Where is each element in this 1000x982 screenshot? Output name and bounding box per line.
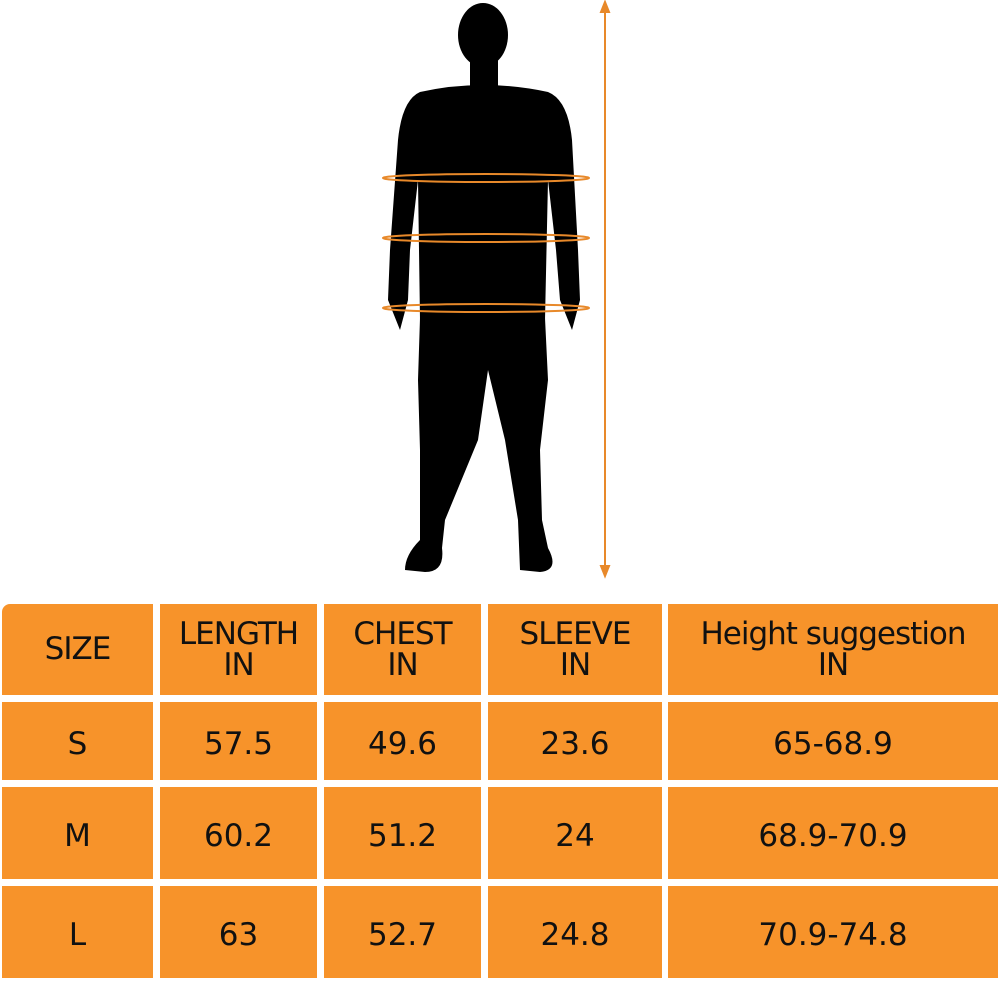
cell-value: 52.7 [367, 916, 438, 953]
table-cell: S [2, 702, 153, 780]
table-cell: 23.6 [488, 702, 662, 780]
table-cell: 51.2 [324, 787, 481, 879]
header-cell: LENGTH IN [160, 604, 317, 695]
cell-value: 70.9-74.8 [758, 916, 908, 953]
cell-value: 68.9-70.9 [758, 817, 908, 854]
cell-value: 63 [218, 916, 259, 953]
height-arrow [599, 0, 611, 579]
header-line2: IN [223, 646, 254, 683]
cell-value: 51.2 [367, 817, 438, 854]
cell-value: 49.6 [367, 725, 438, 762]
cell-value: M [64, 817, 91, 854]
table-cell: 70.9-74.8 [668, 886, 998, 978]
table-cell: 52.7 [324, 886, 481, 978]
table-cell: 68.9-70.9 [668, 787, 998, 879]
cell-value: S [67, 725, 88, 762]
cell-value: L [68, 916, 87, 953]
table-cell: 57.5 [160, 702, 317, 780]
cell-value: 24.8 [540, 916, 610, 953]
person-silhouette-icon [388, 3, 580, 572]
header-line2: IN [559, 646, 591, 683]
table-cell: 24.8 [488, 886, 662, 978]
table-cell: 24 [488, 787, 662, 879]
table-cell: 60.2 [160, 787, 317, 879]
table-cell: 49.6 [324, 702, 481, 780]
cell-value: 65-68.9 [773, 725, 893, 762]
header-cell: Height suggestion IN [668, 604, 998, 695]
cell-value: 23.6 [540, 725, 610, 762]
table-cell: L [2, 886, 153, 978]
cell-value: 24 [555, 817, 595, 854]
header-line1: SLEEVE [519, 615, 632, 652]
table-cell: 63 [160, 886, 317, 978]
cell-value: 60.2 [203, 817, 274, 854]
header-cell: CHEST IN [324, 604, 481, 695]
table-cell: 65-68.9 [668, 702, 998, 780]
header-line1: SIZE [44, 631, 112, 667]
header-cell: SLEEVE IN [488, 604, 662, 695]
hip-ring [382, 303, 590, 313]
header-line1: CHEST [353, 615, 452, 652]
waist-ring [382, 233, 590, 243]
header-line1: Height suggestion [700, 615, 966, 652]
measurement-rings [382, 173, 590, 313]
header-cell: SIZE [2, 604, 153, 695]
cell-value: 57.5 [203, 725, 274, 762]
header-line1: LENGTH [178, 615, 299, 652]
header-line2: IN [817, 646, 849, 683]
table-cell: M [2, 787, 153, 879]
chest-ring [382, 173, 590, 183]
header-line2: IN [387, 646, 418, 683]
size-figure [382, 0, 611, 579]
